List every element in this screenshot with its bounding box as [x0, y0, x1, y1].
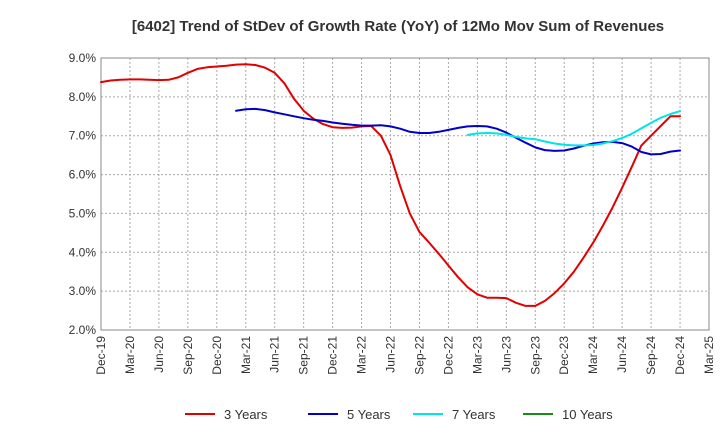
x-tick-label: Sep-24: [644, 336, 658, 375]
x-tick-label: Jun-21: [268, 336, 282, 373]
y-tick-label: 9.0%: [69, 51, 97, 65]
chart-title: [6402] Trend of StDev of Growth Rate (Yo…: [132, 18, 664, 35]
x-tick-label: Sep-21: [297, 336, 311, 375]
x-tick-label: Sep-20: [181, 336, 195, 375]
legend-label: 5 Years: [347, 407, 391, 422]
x-tick-label: Dec-23: [557, 336, 571, 375]
legend-label: 7 Years: [452, 407, 496, 422]
x-tick-label: Dec-19: [94, 336, 108, 375]
x-tick-label: Jun-22: [384, 336, 398, 373]
x-tick-label: Dec-21: [326, 336, 340, 375]
plot-area: [101, 58, 709, 330]
y-tick-label: 2.0%: [69, 323, 97, 337]
x-tick-label: Jun-20: [152, 336, 166, 373]
y-tick-label: 5.0%: [69, 206, 97, 220]
x-tick-label: Dec-20: [210, 336, 224, 375]
y-tick-label: 3.0%: [69, 284, 97, 298]
x-tick-label: Dec-24: [673, 336, 687, 375]
x-tick-label: Sep-23: [528, 336, 542, 375]
x-tick-label: Mar-22: [355, 336, 369, 374]
series-line-7-years: [466, 110, 681, 147]
plot-border: [100, 57, 710, 331]
x-tick-label: Mar-20: [123, 336, 137, 374]
legend-label: 10 Years: [562, 407, 613, 422]
x-tick-label: Sep-22: [412, 336, 426, 375]
legend: 3 Years 5 Years 7 Years 10 Years: [185, 407, 613, 422]
x-tick-label: Dec-22: [441, 336, 455, 375]
y-tick-label: 4.0%: [69, 245, 97, 259]
series-line-3-years: [100, 63, 681, 307]
x-tick-label: Mar-21: [239, 336, 253, 374]
x-tick-label: Jun-23: [499, 336, 513, 373]
y-tick-label: 6.0%: [69, 168, 97, 182]
series-layer: [100, 63, 681, 307]
y-tick-label: 8.0%: [69, 90, 97, 104]
legend-label: 3 Years: [224, 407, 268, 422]
y-tick-label: 7.0%: [69, 129, 97, 143]
x-tick-label: Mar-24: [586, 336, 600, 374]
x-tick-label: Mar-25: [702, 336, 716, 374]
grid-layer: [100, 57, 710, 331]
x-tick-label: Mar-23: [470, 336, 484, 374]
axis-layer: 2.0% 3.0% 4.0% 5.0% 6.0% 7.0% 8.0% 9.0% Dec-19 Ma…: [69, 51, 716, 375]
x-tick-label: Jun-24: [615, 336, 629, 373]
